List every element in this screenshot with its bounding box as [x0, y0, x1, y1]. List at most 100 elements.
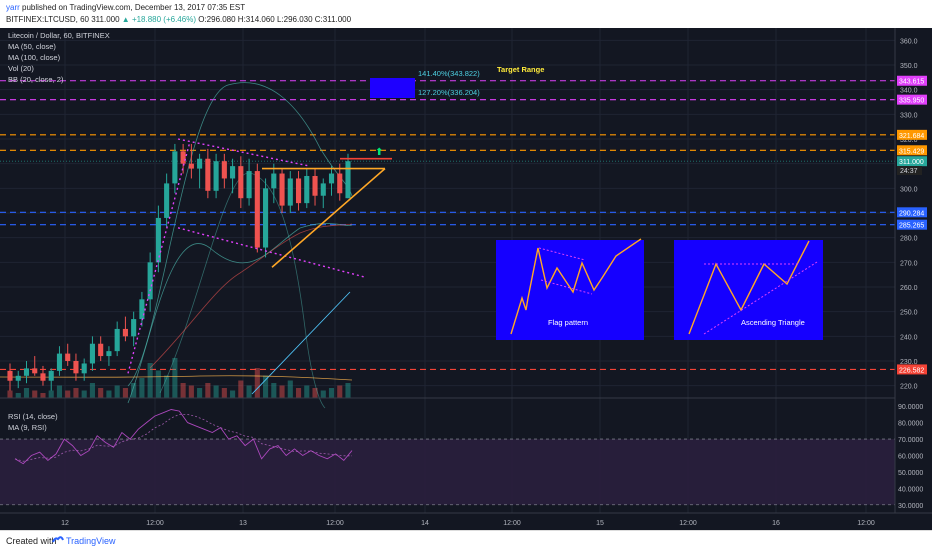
volume-bar	[114, 385, 120, 398]
volume-bar	[221, 388, 227, 398]
volume-bar	[73, 388, 79, 398]
rsi-tick-label: 50.0000	[898, 470, 923, 477]
axes: 360.0350.0340.0330.0320.0310.0300.0290.0…	[0, 28, 932, 530]
candle-body	[40, 373, 46, 381]
fib-141-label: 141.40%(343.822)	[418, 69, 480, 78]
candle-body	[155, 217, 161, 263]
candle-body	[7, 370, 13, 381]
price-label-text: 290.284	[899, 210, 924, 217]
legend-bb: BB (20, close, 2)	[8, 75, 64, 84]
countdown-label: 24:37	[900, 168, 918, 175]
candle-body	[312, 176, 318, 196]
price-label-box	[897, 94, 927, 105]
time-tick-label: 12:00	[679, 520, 697, 527]
candle-body	[106, 351, 112, 357]
countdown-box	[897, 166, 922, 175]
legend-title: Litecoin / Dollar, 60, BITFINEX	[8, 31, 110, 40]
candlesticks	[7, 143, 351, 391]
volume-bar	[312, 388, 318, 398]
price-tick-label: 340.0	[900, 88, 918, 95]
price-label-box	[897, 364, 927, 375]
price-chart[interactable]: 360.0350.0340.0330.0320.0310.0300.0290.0…	[0, 28, 932, 530]
volume-bar	[172, 358, 178, 398]
volume-bar	[23, 388, 30, 398]
price-label-box	[897, 145, 927, 156]
volume-bar	[254, 368, 260, 398]
arrow-up-icon: ⬆	[375, 147, 383, 158]
ascending-triangle-inset: Ascending Triangle	[674, 240, 823, 340]
volume-bar	[345, 383, 351, 398]
price-tick-label: 360.0	[900, 38, 918, 45]
price-tick-label: 240.0	[900, 334, 918, 341]
rsi-tick-label: 30.0000	[898, 503, 923, 510]
candle-body	[23, 368, 30, 376]
legend-vol: Vol (20)	[8, 64, 34, 73]
price-tick-label: 320.0	[900, 137, 918, 144]
candle-body	[188, 163, 194, 169]
horizontal-levels	[0, 80, 895, 370]
candle-body	[56, 353, 63, 371]
symbol-info: BITFINEX:LTCUSD, 60 311.000 ▲ +18.880 (+…	[6, 15, 351, 24]
chart-area[interactable]: 360.0350.0340.0330.0320.0310.0300.0290.0…	[0, 28, 932, 530]
volume-bar	[271, 383, 277, 398]
price-label-text: 321.684	[899, 133, 924, 140]
legend-rsi: RSI (14, close)	[8, 412, 58, 421]
price-label-text: 285.265	[899, 223, 924, 230]
candle-body	[287, 178, 293, 206]
rsi-tick-label: 40.0000	[898, 486, 923, 493]
price-tick-label: 260.0	[900, 285, 918, 292]
volume-bar	[56, 385, 63, 398]
volume-bar	[15, 393, 21, 398]
candle-body	[320, 183, 326, 196]
volume-bar	[155, 370, 161, 398]
volume-bar	[238, 380, 244, 398]
price-label-box	[897, 75, 927, 86]
author-link[interactable]: yarr	[6, 3, 20, 12]
price-label-box	[897, 207, 927, 218]
candle-body	[238, 166, 244, 199]
volume-bar	[106, 390, 112, 398]
candle-body	[304, 176, 310, 204]
fib-127-label: 127.20%(336.204)	[418, 88, 480, 97]
candle-body	[328, 173, 335, 184]
price-label-text: 343.615	[899, 79, 924, 86]
candle-body	[279, 173, 285, 206]
candle-body	[263, 188, 269, 248]
candle-body	[131, 319, 137, 337]
triangle-bottom-line	[271, 167, 386, 268]
volume-bar	[213, 385, 219, 398]
footer-bar: Created with TradingView	[0, 530, 932, 551]
volume-bar	[287, 380, 293, 398]
volume-bar	[81, 390, 87, 398]
tradingview-brand[interactable]: TradingView	[66, 536, 116, 546]
candle-body	[337, 173, 343, 194]
price-tick-label: 220.0	[900, 384, 918, 391]
flag-lower-line	[177, 227, 366, 278]
rsi-line	[14, 409, 353, 465]
target-range-box	[370, 78, 415, 98]
flag-pattern-inset: Flag pattern	[496, 238, 644, 340]
volume-bar	[139, 378, 145, 398]
candle-body	[254, 171, 260, 248]
price-label-box	[897, 219, 927, 230]
last-price: 311.000	[91, 15, 120, 24]
candle-body	[172, 151, 178, 184]
candle-body	[295, 178, 302, 204]
price-label-text: 335.950	[899, 98, 924, 105]
price-tick-label: 280.0	[900, 236, 918, 243]
candle-body	[15, 375, 21, 381]
candle-body	[48, 370, 54, 381]
volume-bar	[197, 388, 203, 398]
rsi-ma-line	[14, 413, 352, 462]
ascending-triangle-label: Ascending Triangle	[741, 318, 805, 327]
volume-bar	[279, 385, 285, 398]
price-label-box	[897, 156, 927, 167]
flag-pattern-label: Flag pattern	[548, 318, 588, 327]
rsi-tick-label: 60.0000	[898, 454, 923, 461]
volume-bar	[131, 383, 137, 398]
price-tick-label: 270.0	[900, 260, 918, 267]
volume-bar	[164, 375, 170, 398]
price-tick-label: 300.0	[900, 186, 918, 193]
bollinger-bands	[127, 82, 353, 409]
time-tick-label: 12:00	[146, 520, 164, 527]
